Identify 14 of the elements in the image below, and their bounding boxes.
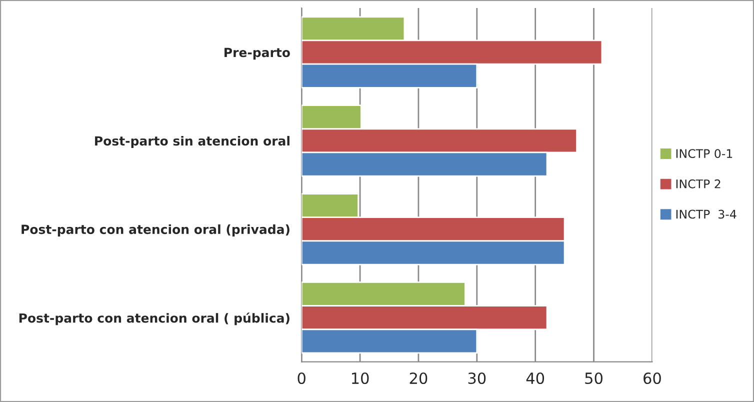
y-tick-label: Post-parto con atencion oral (privada) — [22, 224, 290, 236]
y-tick-label: Post-parto con atencion oral ( pública) — [19, 312, 290, 326]
x-tick-label: 40 — [526, 372, 544, 384]
x-tick-label: 60 — [644, 372, 661, 384]
x-tick-label: 10 — [352, 372, 369, 384]
x-tick-label: 30 — [468, 372, 486, 384]
x-tick-label: 50 — [585, 372, 602, 384]
y-tick-label: Post-parto sin atencion oral — [95, 136, 290, 148]
legend-label: INCTP 2 — [676, 179, 720, 188]
x-tick-label: 0 — [298, 372, 306, 384]
y-tick-label: Pre-parto — [224, 48, 290, 60]
legend-label: INCTP 3-4 — [676, 210, 736, 219]
x-tick-label: 20 — [410, 372, 428, 384]
legend-label: INCTP 0-1 — [676, 149, 732, 158]
